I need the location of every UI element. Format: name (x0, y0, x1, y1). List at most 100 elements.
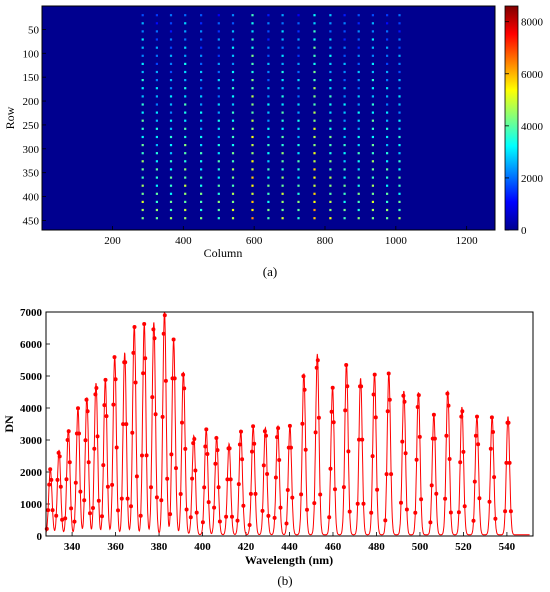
heatmap-spot (155, 127, 158, 130)
heatmap-spot (313, 127, 316, 130)
panel-b-line-chart: 340 360 380 400 420 440 460 480 500 520 540 0 1000 20… (2, 307, 534, 588)
heatmap-spot (398, 208, 401, 212)
spectrum-marker (236, 482, 241, 487)
heatmap-spot (141, 127, 144, 130)
heatmap-spot (141, 160, 144, 163)
heatmap-spot (217, 192, 220, 195)
heatmap-spot (217, 208, 220, 212)
heatmap-spot (231, 14, 235, 17)
heatmap-spot (313, 30, 316, 33)
spectrum-marker (276, 426, 281, 431)
heatmap-spot (313, 95, 316, 98)
heatmap-spot (297, 38, 300, 41)
spectrum-marker (273, 475, 278, 480)
heatmap-spot (329, 135, 332, 139)
spectrum-marker (504, 460, 509, 465)
spectrum-marker (345, 384, 350, 389)
heatmap-y-tick-label: 300 (23, 144, 40, 156)
heatmap-spot (267, 152, 270, 155)
spectrum-y-axis-label: DN (2, 415, 16, 433)
heatmap-spot (343, 135, 346, 139)
spectrum-marker (333, 487, 337, 492)
heatmap-spot (371, 168, 374, 171)
heatmap-spot (398, 127, 401, 130)
heatmap-spot (281, 79, 284, 82)
spectrum-marker (434, 491, 439, 496)
heatmap-spot (329, 14, 332, 17)
spectrum-marker (200, 520, 205, 525)
heatmap-spot (141, 79, 144, 82)
spectrum-marker (432, 436, 437, 441)
heatmap-spot (155, 79, 158, 82)
spectrum-marker (447, 457, 452, 461)
spectrum-marker (92, 446, 97, 451)
spectrum-marker (54, 513, 59, 518)
heatmap-spot (141, 200, 144, 203)
spectrum-marker (168, 512, 173, 517)
heatmap-spot (184, 62, 187, 65)
heatmap-spot (169, 87, 173, 90)
heatmap-spot (329, 208, 332, 212)
heatmap-spot (371, 119, 374, 122)
spectrum-marker (181, 372, 186, 377)
heatmap-spot (200, 192, 203, 195)
heatmap-spot (251, 22, 254, 25)
spectrum-marker (72, 519, 77, 524)
heatmap-spot (398, 46, 401, 49)
spectrum-marker (142, 322, 147, 326)
heatmap-spot (357, 176, 360, 179)
heatmap-spot (184, 200, 187, 203)
heatmap-spot (313, 200, 316, 203)
heatmap-spot (184, 192, 187, 195)
heatmap-spot (267, 217, 270, 220)
spectrum-marker (153, 412, 158, 417)
spectrum-marker (264, 433, 268, 438)
colorbar-tick-label: 0 (521, 225, 527, 237)
heatmap-spot (371, 22, 374, 25)
heatmap-spot (329, 217, 332, 220)
spectrum-x-tick-label: 520 (455, 541, 472, 553)
spectrum-marker (91, 506, 95, 510)
spectrum-marker (230, 514, 234, 519)
heatmap-spot (217, 70, 220, 74)
spectrum-marker (102, 403, 107, 408)
heatmap-spot (357, 217, 360, 220)
heatmap-spot (141, 46, 144, 49)
spectrum-marker (214, 436, 219, 440)
heatmap-spot (398, 22, 401, 25)
spectrum-marker (330, 385, 335, 390)
spectrum-marker (331, 420, 336, 425)
heatmap-spot (267, 95, 270, 98)
spectrum-marker (506, 420, 511, 425)
heatmap-spot (231, 95, 235, 98)
heatmap-y-tick-label: 350 (23, 168, 40, 180)
heatmap-spot (281, 70, 284, 74)
heatmap-spot (386, 176, 389, 179)
heatmap-spot (169, 22, 173, 25)
heatmap-spot (329, 70, 332, 74)
spectrum-y-tick-label: 1000 (20, 499, 43, 511)
spectrum-marker (49, 477, 54, 482)
heatmap-spot (357, 192, 360, 195)
heatmap-spot (329, 119, 332, 122)
spectrum-marker (277, 458, 282, 462)
spectrum-x-tick-label: 540 (499, 541, 516, 553)
spectrum-marker (152, 336, 157, 341)
heatmap-spot (200, 111, 203, 114)
spectrum-marker (60, 517, 65, 522)
heatmap-y-axis-label: Row (3, 106, 17, 129)
heatmap-spot (251, 54, 254, 57)
heatmap-spot (169, 38, 173, 41)
heatmap-spot (169, 184, 173, 187)
spectrum-marker (119, 496, 124, 501)
spectrum-marker (241, 503, 246, 508)
heatmap-spot (141, 62, 144, 65)
heatmap-spot (281, 176, 284, 179)
spectrum-marker (63, 516, 68, 521)
spectrum-marker (431, 412, 436, 417)
heatmap-spot (184, 160, 187, 163)
spectrum-marker (215, 448, 220, 453)
spectrum-marker (299, 492, 304, 497)
heatmap-spot (329, 103, 332, 106)
heatmap-spot (169, 217, 173, 220)
